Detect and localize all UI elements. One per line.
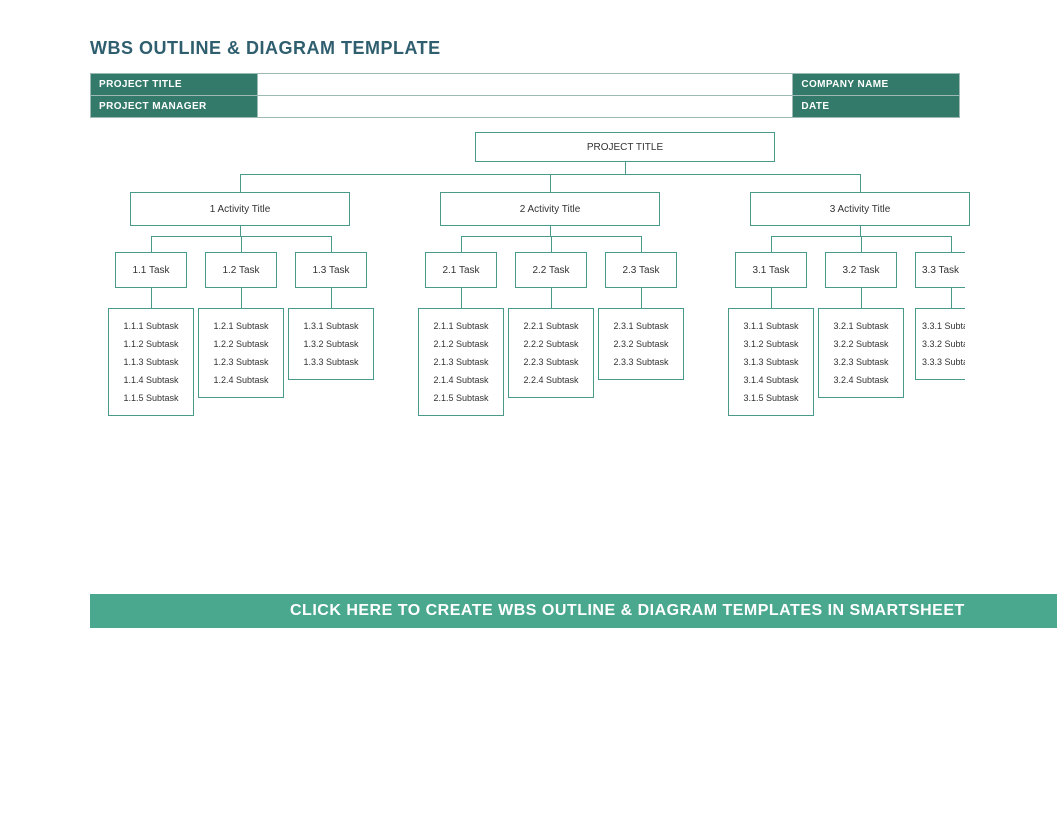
connector-line: [861, 236, 862, 252]
subtask-item: 3.1.2 Subtask: [743, 339, 798, 349]
subtask-item: 3.1.5 Subtask: [743, 393, 798, 403]
subtask-group: 2.3.1 Subtask 2.3.2 Subtask 2.3.3 Subtask: [598, 308, 684, 380]
subtask-group: 1.2.1 Subtask 1.2.2 Subtask 1.2.3 Subtask 1…: [198, 308, 284, 398]
subtask-item: 1.1.4 Subtask: [123, 375, 178, 385]
subtask-item: 2.1.2 Subtask: [433, 339, 488, 349]
subtask-item: 1.3.3 Subtask: [303, 357, 358, 367]
connector-line: [331, 236, 332, 252]
subtask-item: 3.2.3 Subtask: [833, 357, 888, 367]
subtask-item: 1.2.1 Subtask: [213, 321, 268, 331]
subtask-item: 1.2.3 Subtask: [213, 357, 268, 367]
connector-line: [550, 174, 551, 192]
connector-line: [331, 288, 332, 308]
subtask-item: 2.1.4 Subtask: [433, 375, 488, 385]
page-title: WBS OUTLINE & DIAGRAM TEMPLATE: [90, 38, 1057, 59]
cta-banner[interactable]: CLICK HERE TO CREATE WBS OUTLINE & DIAGR…: [90, 594, 1057, 628]
connector-line: [461, 288, 462, 308]
subtask-item: 2.3.2 Subtask: [613, 339, 668, 349]
connector-line: [951, 288, 952, 308]
task-node: 2.3 Task: [605, 252, 677, 288]
subtask-item: 3.2.2 Subtask: [833, 339, 888, 349]
subtask-item: 2.2.1 Subtask: [523, 321, 578, 331]
subtask-item: 3.3.2 Subtask: [922, 339, 965, 349]
subtask-item: 1.1.2 Subtask: [123, 339, 178, 349]
subtask-item: 1.1.1 Subtask: [123, 321, 178, 331]
subtask-group: 1.1.1 Subtask 1.1.2 Subtask 1.1.3 Subtask 1…: [108, 308, 194, 416]
subtask-item: 1.1.5 Subtask: [123, 393, 178, 403]
connector-line: [861, 288, 862, 308]
header-value-project-title[interactable]: [257, 74, 793, 96]
wbs-diagram: PROJECT TITLE 1 Activity Title 1.1 Task 1.1…: [90, 132, 1057, 472]
subtask-item: 2.1.1 Subtask: [433, 321, 488, 331]
connector-line: [951, 236, 952, 252]
connector-line: [241, 236, 242, 252]
header-label-project-manager: PROJECT MANAGER: [91, 96, 258, 118]
subtask-group: 1.3.1 Subtask 1.3.2 Subtask 1.3.3 Subtask: [288, 308, 374, 380]
task-node: 3.2 Task: [825, 252, 897, 288]
task-node: 2.2 Task: [515, 252, 587, 288]
task-node: 3.3 Task: [915, 252, 965, 288]
subtask-item: 2.2.3 Subtask: [523, 357, 578, 367]
connector-line: [151, 288, 152, 308]
subtask-item: 3.1.1 Subtask: [743, 321, 798, 331]
connector-line: [461, 236, 462, 252]
subtask-item: 1.1.3 Subtask: [123, 357, 178, 367]
task-node: 1.1 Task: [115, 252, 187, 288]
subtask-item: 3.2.4 Subtask: [833, 375, 888, 385]
connector-line: [860, 174, 861, 192]
subtask-item: 2.1.5 Subtask: [433, 393, 488, 403]
task-node: 1.3 Task: [295, 252, 367, 288]
activity-node: 2 Activity Title: [440, 192, 660, 226]
subtask-item: 3.3.1 Subtask: [922, 321, 965, 331]
connector-line: [771, 288, 772, 308]
connector-line: [551, 288, 552, 308]
subtask-item: 3.2.1 Subtask: [833, 321, 888, 331]
subtask-item: 2.1.3 Subtask: [433, 357, 488, 367]
subtask-group: 2.1.1 Subtask 2.1.2 Subtask 2.1.3 Subtask 2…: [418, 308, 504, 416]
connector-line: [551, 236, 552, 252]
header-value-project-manager[interactable]: [257, 96, 793, 118]
subtask-item: 2.2.2 Subtask: [523, 339, 578, 349]
subtask-item: 3.1.4 Subtask: [743, 375, 798, 385]
subtask-item: 2.3.1 Subtask: [613, 321, 668, 331]
task-node: 1.2 Task: [205, 252, 277, 288]
subtask-item: 1.2.4 Subtask: [213, 375, 268, 385]
connector-line: [625, 162, 626, 174]
subtask-group: 3.1.1 Subtask 3.1.2 Subtask 3.1.3 Subtask 3…: [728, 308, 814, 416]
connector-line: [860, 226, 861, 236]
activity-node: 3 Activity Title: [750, 192, 970, 226]
subtask-item: 1.3.2 Subtask: [303, 339, 358, 349]
task-node: 2.1 Task: [425, 252, 497, 288]
connector-line: [241, 288, 242, 308]
header-label-project-title: PROJECT TITLE: [91, 74, 258, 96]
connector-line: [641, 288, 642, 308]
connector-line: [240, 226, 241, 236]
header-label-company-name: COMPANY NAME: [793, 74, 960, 96]
connector-line: [550, 226, 551, 236]
subtask-item: 2.3.3 Subtask: [613, 357, 668, 367]
root-node: PROJECT TITLE: [475, 132, 775, 162]
header-label-date: DATE: [793, 96, 960, 118]
connector-line: [151, 236, 152, 252]
subtask-item: 3.3.3 Subtask: [922, 357, 965, 367]
subtask-item: 1.2.2 Subtask: [213, 339, 268, 349]
subtask-item: 3.1.3 Subtask: [743, 357, 798, 367]
header-table: PROJECT TITLE COMPANY NAME PROJECT MANAG…: [90, 73, 960, 118]
subtask-group: 2.2.1 Subtask 2.2.2 Subtask 2.2.3 Subtask 2…: [508, 308, 594, 398]
subtask-group: 3.3.1 Subtask 3.3.2 Subtask 3.3.3 Subtask: [915, 308, 965, 380]
connector-line: [771, 236, 772, 252]
subtask-item: 1.3.1 Subtask: [303, 321, 358, 331]
subtask-group: 3.2.1 Subtask 3.2.2 Subtask 3.2.3 Subtask 3…: [818, 308, 904, 398]
connector-line: [240, 174, 241, 192]
subtask-item: 2.2.4 Subtask: [523, 375, 578, 385]
task-node: 3.1 Task: [735, 252, 807, 288]
connector-line: [641, 236, 642, 252]
activity-node: 1 Activity Title: [130, 192, 350, 226]
